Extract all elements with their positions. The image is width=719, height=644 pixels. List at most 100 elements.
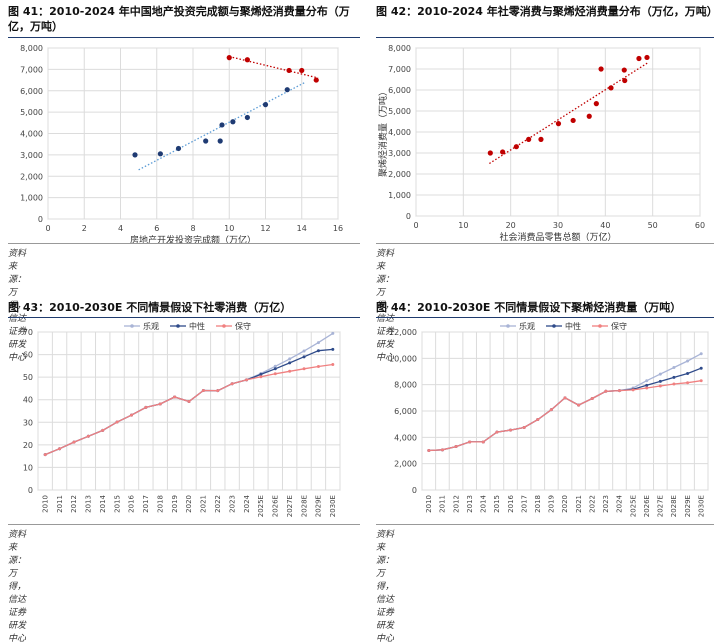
y-tick-label: 50 — [23, 373, 33, 382]
legend-marker — [598, 324, 602, 328]
data-point — [230, 119, 236, 125]
series-line — [44, 363, 333, 456]
data-point — [549, 408, 553, 412]
data-point — [658, 384, 662, 388]
data-point — [454, 445, 458, 449]
x-tick-label: 2015 — [113, 495, 121, 513]
data-point — [316, 349, 320, 353]
figure-42-source: 资料来源：万得，信达证券研发中心 — [376, 249, 395, 363]
y-tick-label: 8,000 — [394, 381, 417, 390]
x-tick-label: 2022 — [588, 495, 596, 513]
data-point — [608, 85, 614, 91]
y-tick-label: 6,000 — [394, 407, 417, 416]
data-point — [427, 449, 431, 452]
x-tick-label: 2019 — [171, 495, 179, 513]
data-point — [101, 428, 105, 432]
data-point — [555, 121, 562, 127]
y-tick-label: 2,000 — [388, 170, 411, 179]
data-point — [259, 372, 263, 376]
series-line — [428, 380, 702, 452]
x-tick-label: 2020 — [561, 495, 569, 513]
figure-44-footer-line — [376, 524, 714, 525]
data-point — [226, 55, 232, 61]
data-point — [58, 447, 62, 451]
legend-marker — [130, 324, 134, 328]
data-point — [487, 150, 493, 156]
y-tick-label: 1,000 — [20, 194, 43, 203]
figure-41-footer-line — [8, 243, 360, 244]
figure-42-separator — [376, 37, 714, 38]
legend-label: 保守 — [235, 321, 251, 331]
x-tick-label: 12 — [260, 224, 270, 233]
trendline — [229, 55, 319, 79]
data-point — [631, 388, 635, 392]
data-point — [522, 425, 526, 429]
data-point — [513, 144, 519, 150]
y-tick-label: 10,000 — [389, 354, 417, 363]
x-tick-label: 2014 — [480, 494, 488, 512]
x-tick-label: 2023 — [228, 495, 236, 513]
series-line — [428, 353, 702, 452]
data-point — [299, 67, 305, 74]
data-point — [288, 361, 292, 365]
y-tick-label: 60 — [23, 351, 33, 360]
y-tick-label: 6,000 — [388, 86, 411, 95]
data-point — [219, 122, 225, 128]
data-point — [175, 145, 182, 152]
y-tick-label: 70 — [23, 328, 33, 337]
data-point — [273, 372, 277, 376]
data-point — [187, 400, 191, 404]
data-point — [604, 389, 608, 393]
y-tick-label: 4,000 — [388, 128, 411, 137]
figure-43-chart: 0 10 20 30 40 50 60 70 2010 2011 2012 2013 2014 2015 2… — [23, 321, 341, 517]
data-point — [115, 420, 119, 424]
figure-44-source: 资料来源：万得，信达证券研发中心 — [376, 530, 395, 644]
data-point — [331, 331, 335, 335]
x-tick-label: 2019 — [548, 495, 556, 513]
data-point — [203, 138, 209, 144]
x-tick-label: 2025E — [257, 495, 265, 517]
data-point — [217, 138, 223, 144]
y-tick-label: 2,000 — [394, 460, 417, 469]
x-tick-label: 2029E — [315, 495, 323, 517]
y-tick-label: 4,000 — [394, 433, 417, 442]
data-point — [699, 379, 703, 383]
data-point — [526, 136, 532, 142]
data-point — [72, 440, 76, 444]
data-point — [577, 403, 581, 407]
x-tick-label: 2020 — [185, 495, 193, 513]
x-tick-label: 2027E — [286, 495, 294, 517]
y-tick-label: 1,000 — [388, 191, 411, 200]
data-point — [563, 396, 567, 400]
data-point — [284, 87, 290, 93]
y-tick-label: 12,000 — [389, 328, 417, 337]
data-point — [273, 364, 277, 368]
x-tick-label: 2016 — [507, 494, 515, 512]
y-tick-label: 5,000 — [388, 107, 411, 116]
x-tick-label: 0 — [45, 224, 50, 233]
figure-42-chart: 0 1,000 2,000 3,000 4,000 5,000 6,000 7,000 8,00… — [377, 44, 705, 243]
y-tick-label: 3,000 — [388, 149, 411, 158]
data-point — [622, 77, 628, 84]
x-tick-label: 2025E — [629, 495, 637, 517]
x-tick-label: 2011 — [439, 495, 447, 513]
x-tick-label: 10 — [224, 224, 234, 233]
x-tick-label: 2030E — [329, 495, 337, 517]
data-point — [157, 151, 163, 157]
x-tick-label: 6 — [154, 224, 159, 233]
data-point — [570, 117, 576, 124]
x-tick-label: 2013 — [466, 495, 474, 513]
y-tick-label: 5,000 — [20, 108, 43, 117]
figure-43-footer-line — [8, 524, 360, 525]
data-point — [158, 402, 162, 406]
x-tick-label: 2021 — [200, 495, 208, 513]
figure-41-chart: 0 1,000 2,000 3,000 4,000 5,000 6,000 7,000 8,00… — [20, 44, 343, 243]
x-tick-label: 14 — [297, 224, 307, 233]
data-point — [586, 113, 592, 119]
legend-label: 乐观 — [143, 321, 159, 331]
figure-42-title: 图 42：2010-2024 年社零消费与聚烯烃消费量分布（万亿，万吨） — [376, 5, 718, 18]
y-tick-label: 0 — [406, 212, 411, 221]
data-point — [129, 413, 133, 417]
y-tick-label: 0 — [28, 486, 33, 495]
x-tick-label: 10 — [458, 221, 468, 230]
